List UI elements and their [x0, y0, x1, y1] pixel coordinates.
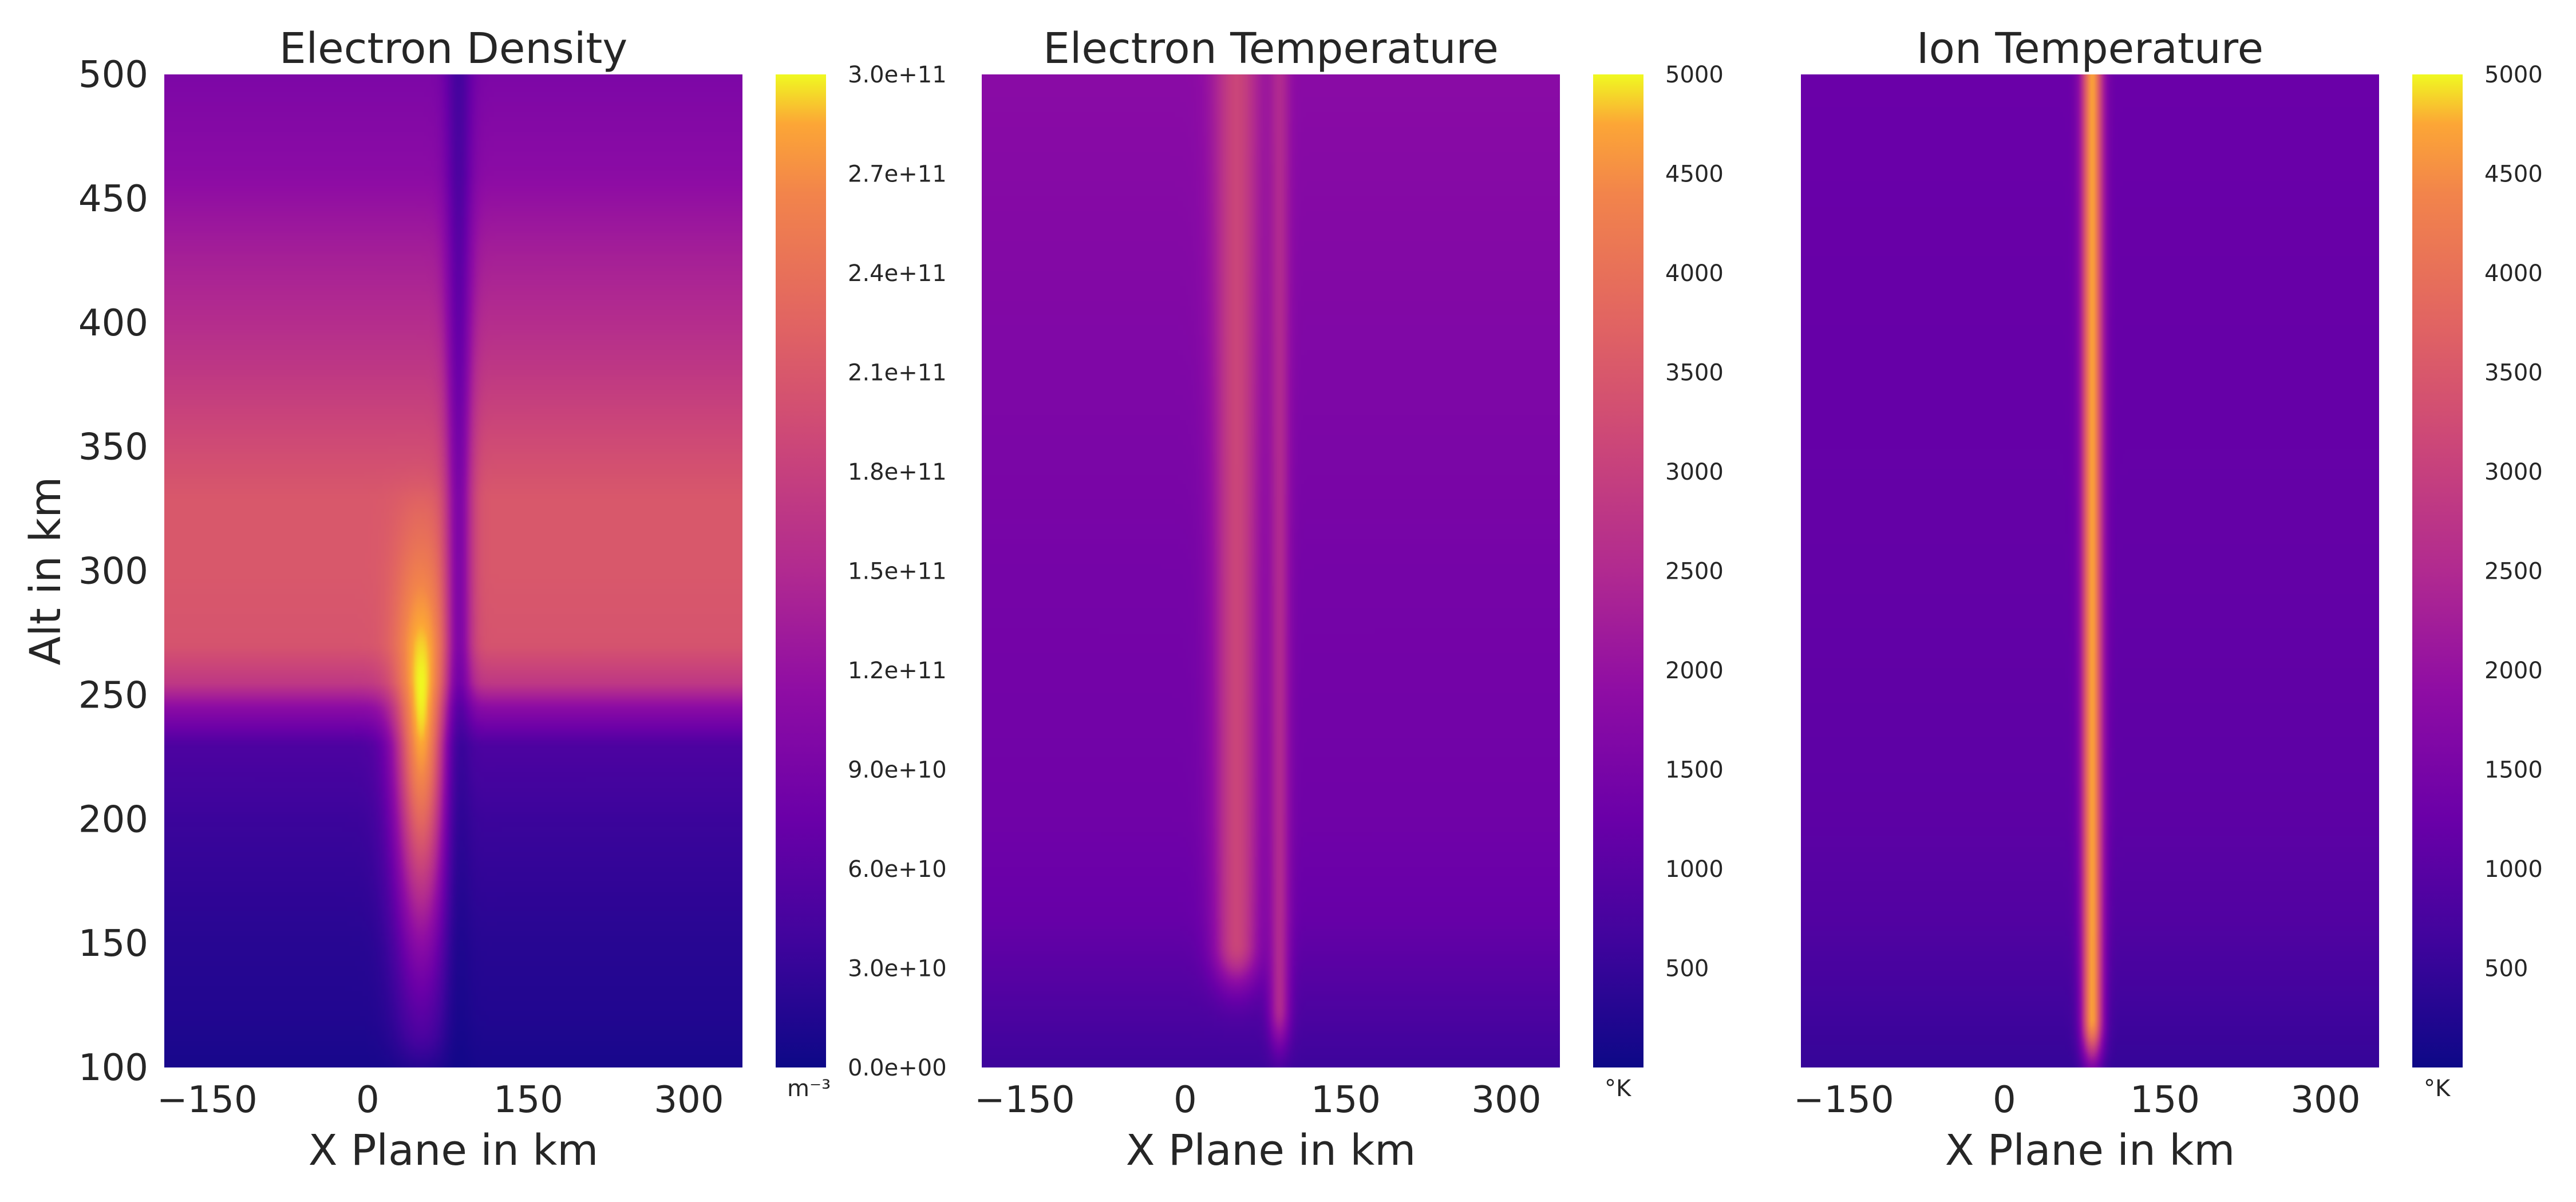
y-tick-label: 100 — [78, 1047, 148, 1089]
colorbar-unit-label: °K — [1605, 1076, 1632, 1102]
colorbar-tick-label: 3500 — [2484, 360, 2543, 386]
colorbar-tick-label: 3.0e+11 — [848, 62, 947, 88]
colorbar-tick-label: 2000 — [2484, 658, 2543, 684]
colorbar-tick-label: 0.0e+00 — [848, 1055, 947, 1081]
colorbar-unit-label: °K — [2424, 1076, 2451, 1102]
x-tick-label: 300 — [2290, 1079, 2360, 1121]
x-axis-label: X Plane in km — [1126, 1126, 1416, 1175]
colorbar-tick-label: 1500 — [2484, 757, 2543, 784]
colorbar-tick-label: 4000 — [2484, 260, 2543, 287]
colorbar-tick-label: 4500 — [1665, 161, 1724, 188]
y-tick-label: 200 — [78, 798, 148, 841]
colorbar-tick-label: 2000 — [1665, 658, 1724, 684]
colorbar-tick-label: 2500 — [2484, 559, 2543, 585]
x-tick-label: 0 — [1993, 1079, 2016, 1121]
x-axis-label: X Plane in km — [309, 1126, 599, 1175]
colorbar-tick-label: 6.0e+10 — [848, 856, 947, 883]
x-tick-label: 0 — [1174, 1079, 1197, 1121]
y-tick-label: 500 — [78, 54, 148, 96]
colorbar-tick-label: 5000 — [2484, 62, 2543, 88]
y-axis-label: Alt in km — [21, 477, 70, 666]
colorbar-tick-label: 3000 — [2484, 459, 2543, 485]
colorbar — [1593, 74, 1643, 1067]
colorbar-tick-label: 3000 — [1665, 459, 1724, 485]
chart-title: Electron Density — [279, 24, 627, 73]
colorbar-tick-label: 2.1e+11 — [848, 360, 947, 386]
chart-panel: Electron Density −150 0 150 300 X Plane in km… — [21, 24, 947, 1175]
colorbar-tick-label: 1.5e+11 — [848, 559, 947, 585]
colorbar-tick-label: 1000 — [2484, 856, 2543, 883]
chart-title: Ion Temperature — [1917, 24, 2263, 73]
chart-panel: Electron Temperature −150 0 150 300 X Plane i… — [974, 24, 1724, 1175]
colorbar-tick-label: 5000 — [1665, 62, 1724, 88]
x-tick-label: 150 — [493, 1079, 563, 1121]
y-tick-label: 150 — [78, 923, 148, 965]
x-tick-label: 300 — [654, 1079, 724, 1121]
colorbar-tick-label: 3500 — [1665, 360, 1724, 386]
colorbar-tick-label: 1000 — [1665, 856, 1724, 883]
y-tick-label: 400 — [78, 302, 148, 345]
heatmap-field — [982, 74, 1560, 1067]
y-tick-label: 250 — [78, 674, 148, 717]
colorbar-tick-label: 2.7e+11 — [848, 161, 947, 188]
colorbar-tick-label: 1.8e+11 — [848, 459, 947, 485]
colorbar — [2412, 74, 2463, 1067]
x-tick-label: 150 — [1311, 1079, 1381, 1121]
x-tick-label: 150 — [2130, 1079, 2200, 1121]
chart-panel: Ion Temperature −150 0 150 300 X Plane in km 5… — [1793, 24, 2543, 1175]
colorbar-tick-label: 2500 — [1665, 559, 1724, 585]
y-tick-label: 450 — [78, 178, 148, 220]
colorbar-tick-label: 3.0e+10 — [848, 956, 947, 982]
colorbar — [776, 74, 826, 1067]
colorbar-tick-label: 4500 — [2484, 161, 2543, 188]
y-tick-label: 350 — [78, 426, 148, 469]
x-tick-label: 0 — [356, 1079, 380, 1121]
y-tick-label: 300 — [78, 551, 148, 593]
chart-title: Electron Temperature — [1043, 24, 1499, 73]
x-tick-label: −150 — [974, 1079, 1075, 1121]
colorbar-tick-label: 1.2e+11 — [848, 658, 947, 684]
x-axis-label: X Plane in km — [1945, 1126, 2235, 1175]
colorbar-tick-label: 9.0e+10 — [848, 757, 947, 784]
x-tick-label: −150 — [157, 1079, 258, 1121]
colorbar-tick-label: 500 — [2484, 956, 2528, 982]
heatmap-field — [164, 74, 742, 1067]
x-tick-label: 300 — [1471, 1079, 1541, 1121]
colorbar-tick-label: 1500 — [1665, 757, 1724, 784]
colorbar-tick-label: 500 — [1665, 956, 1709, 982]
heatmap-field — [1801, 74, 2379, 1067]
x-tick-label: −150 — [1793, 1079, 1894, 1121]
colorbar-tick-label: 4000 — [1665, 260, 1724, 287]
colorbar-unit-label: m⁻³ — [787, 1076, 831, 1102]
colorbar-tick-label: 2.4e+11 — [848, 260, 947, 287]
